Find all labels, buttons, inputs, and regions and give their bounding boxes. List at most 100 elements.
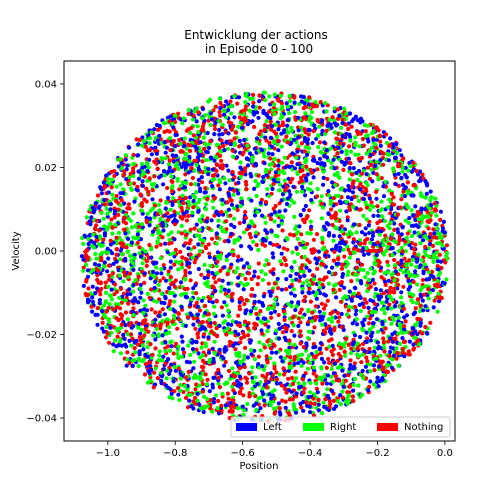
point-left: [217, 127, 222, 133]
point-left: [367, 196, 372, 201]
point-right: [339, 186, 344, 191]
point-right: [143, 303, 148, 308]
point-right: [254, 407, 259, 412]
point-left: [320, 118, 325, 123]
point-nothing: [217, 110, 222, 115]
point-right: [423, 252, 428, 258]
point-left: [366, 139, 371, 144]
point-right: [348, 149, 354, 154]
point-left: [252, 213, 258, 218]
point-nothing: [302, 386, 307, 391]
point-right: [348, 138, 353, 143]
point-nothing: [307, 260, 312, 265]
point-nothing: [86, 286, 91, 291]
point-nothing: [285, 140, 290, 145]
point-nothing: [144, 218, 149, 223]
point-right: [225, 146, 231, 151]
point-right: [189, 297, 194, 302]
point-nothing: [372, 368, 377, 373]
point-right: [211, 205, 216, 210]
point-left: [287, 164, 292, 169]
point-right: [334, 226, 339, 231]
point-nothing: [219, 403, 224, 408]
point-right: [97, 234, 103, 239]
point-right: [347, 177, 352, 182]
point-right: [341, 296, 346, 301]
point-nothing: [369, 200, 374, 205]
point-right: [241, 412, 246, 417]
point-right: [312, 365, 317, 370]
point-nothing: [262, 127, 267, 132]
point-nothing: [83, 249, 88, 254]
point-left: [306, 127, 311, 132]
point-nothing: [203, 186, 208, 191]
point-nothing: [167, 302, 172, 307]
point-nothing: [146, 329, 151, 334]
point-right: [156, 282, 161, 288]
point-left: [292, 166, 298, 171]
point-nothing: [103, 184, 108, 189]
point-left: [260, 179, 265, 184]
point-nothing: [346, 126, 351, 132]
point-right: [434, 213, 439, 218]
point-nothing: [311, 281, 316, 286]
point-left: [378, 143, 383, 148]
point-right: [277, 188, 282, 193]
point-right: [294, 155, 299, 160]
point-right: [371, 382, 376, 387]
point-right: [164, 368, 170, 373]
point-right: [322, 247, 327, 252]
point-right: [305, 231, 310, 236]
point-left: [440, 226, 446, 231]
point-right: [104, 324, 109, 329]
point-right: [218, 225, 223, 230]
point-left: [180, 339, 185, 344]
point-left: [173, 144, 178, 149]
point-left: [89, 239, 94, 244]
point-left: [137, 352, 142, 357]
point-left: [86, 298, 91, 303]
point-right: [389, 306, 394, 311]
point-left: [406, 278, 411, 283]
point-nothing: [379, 176, 384, 181]
point-left: [304, 178, 309, 183]
point-nothing: [165, 211, 170, 216]
point-nothing: [251, 100, 256, 105]
point-right: [437, 240, 442, 245]
point-left: [96, 205, 101, 210]
point-right: [136, 358, 141, 363]
point-nothing: [114, 247, 119, 252]
point-right: [345, 312, 350, 317]
point-nothing: [276, 158, 281, 163]
point-nothing: [236, 254, 241, 259]
point-nothing: [232, 381, 237, 386]
point-right: [183, 291, 189, 296]
point-nothing: [364, 355, 369, 360]
point-left: [318, 318, 323, 323]
point-left: [261, 391, 266, 397]
point-nothing: [257, 105, 262, 110]
point-nothing: [155, 166, 160, 171]
point-left: [295, 162, 300, 167]
point-nothing: [237, 307, 242, 312]
point-right: [316, 133, 321, 138]
point-left: [330, 343, 335, 348]
point-left: [268, 311, 274, 316]
point-left: [315, 390, 320, 395]
point-nothing: [256, 173, 261, 178]
point-nothing: [313, 248, 318, 253]
point-nothing: [114, 193, 119, 199]
point-right: [212, 339, 217, 344]
point-left: [93, 201, 99, 206]
point-left: [369, 334, 374, 339]
point-nothing: [438, 296, 443, 301]
point-right: [422, 249, 427, 254]
point-right: [118, 203, 123, 208]
point-left: [179, 164, 184, 169]
point-nothing: [203, 244, 208, 249]
point-left: [81, 283, 86, 288]
point-left: [375, 229, 381, 234]
point-nothing: [325, 176, 330, 182]
point-nothing: [114, 252, 119, 257]
